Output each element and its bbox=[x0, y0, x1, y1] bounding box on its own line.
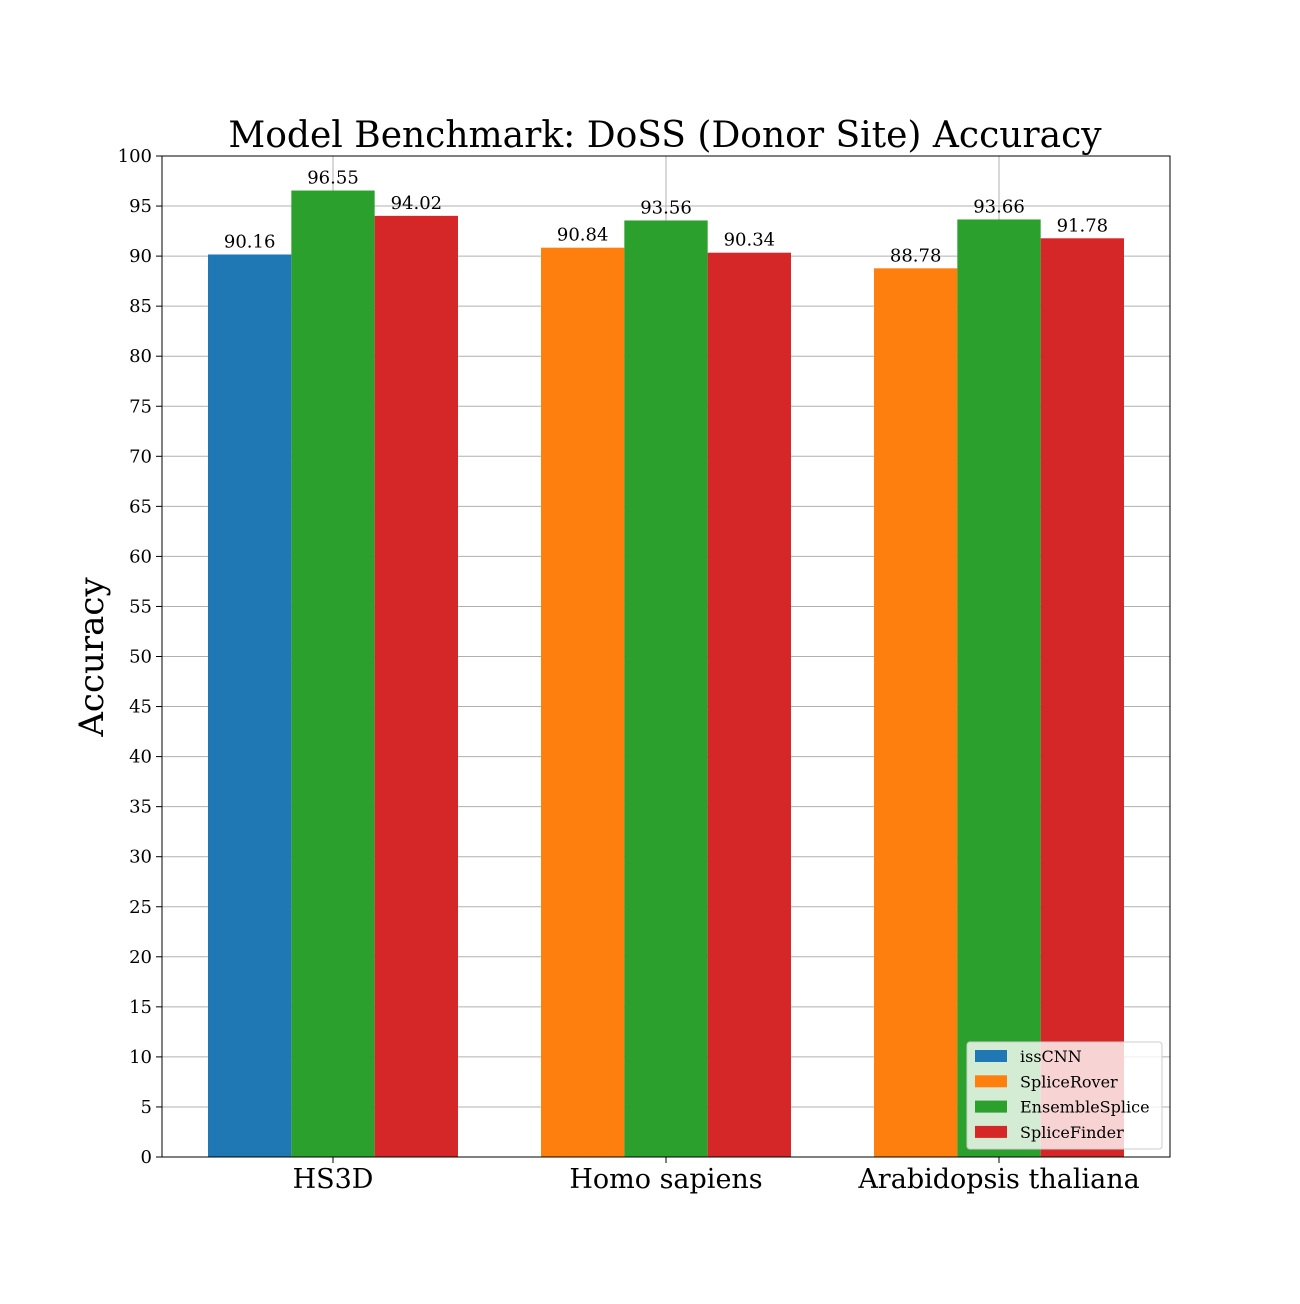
y-axis-label: Accuracy bbox=[72, 577, 112, 738]
bar bbox=[541, 247, 625, 1158]
bar bbox=[957, 219, 1041, 1158]
legend-swatch bbox=[975, 1050, 1007, 1062]
y-tick-label: 90 bbox=[129, 246, 152, 267]
legend-swatch bbox=[975, 1100, 1007, 1113]
y-tick-label: 60 bbox=[129, 546, 152, 567]
data-label: 91.78 bbox=[1057, 215, 1109, 236]
bar bbox=[208, 254, 292, 1157]
bar bbox=[1040, 238, 1124, 1157]
y-axis-ticks: 0 5 10 15 20 25 30 35 40 45 50 55 60 65 70 75 80 85 90 95 10… bbox=[118, 146, 162, 1168]
y-tick-label: 50 bbox=[129, 647, 152, 668]
y-tick-label: 0 bbox=[141, 1147, 152, 1168]
legend-label: SpliceRover bbox=[1020, 1072, 1118, 1091]
chart-title: Model Benchmark: DoSS (Donor Site) Accur… bbox=[228, 115, 1102, 156]
y-tick-label: 100 bbox=[118, 146, 152, 167]
legend: issCNN SpliceRover EnsembleSplice SpliceFin… bbox=[966, 1041, 1163, 1150]
y-tick-label: 35 bbox=[129, 797, 152, 818]
y-tick-label: 75 bbox=[129, 396, 152, 417]
legend-label: EnsembleSplice bbox=[1020, 1098, 1150, 1117]
data-label: 94.02 bbox=[391, 193, 443, 214]
y-tick-label: 70 bbox=[129, 446, 152, 467]
bar bbox=[291, 190, 375, 1158]
bar bbox=[374, 215, 458, 1157]
data-label: 90.16 bbox=[224, 231, 276, 252]
y-tick-label: 55 bbox=[129, 596, 152, 617]
x-tick-label: Arabidopsis thaliana bbox=[857, 1164, 1139, 1195]
y-tick-label: 5 bbox=[141, 1097, 152, 1118]
y-tick-label: 30 bbox=[129, 847, 152, 868]
y-tick-label: 65 bbox=[129, 496, 152, 517]
data-label: 93.66 bbox=[973, 196, 1025, 217]
y-tick-label: 15 bbox=[129, 997, 152, 1018]
data-label: 96.55 bbox=[307, 168, 359, 189]
x-tick-label: HS3D bbox=[293, 1164, 374, 1195]
y-tick-label: 40 bbox=[129, 747, 152, 768]
data-labels: 90.16 96.55 94.02 90.84 93.56 90.34 88.78 93.66… bbox=[224, 168, 1108, 267]
y-tick-label: 80 bbox=[129, 346, 152, 367]
legend-label: issCNN bbox=[1020, 1047, 1082, 1066]
data-label: 93.56 bbox=[640, 197, 692, 218]
data-label: 90.84 bbox=[557, 225, 609, 246]
legend-box bbox=[966, 1041, 1163, 1150]
y-tick-label: 20 bbox=[129, 947, 152, 968]
data-label: 88.78 bbox=[890, 245, 942, 266]
bar bbox=[624, 220, 708, 1157]
y-tick-label: 10 bbox=[129, 1047, 152, 1068]
y-tick-label: 25 bbox=[129, 897, 152, 918]
bars bbox=[208, 190, 1124, 1158]
bar bbox=[707, 252, 791, 1157]
bar bbox=[874, 268, 958, 1157]
legend-swatch bbox=[975, 1075, 1007, 1088]
data-label: 90.34 bbox=[724, 230, 776, 251]
y-tick-label: 95 bbox=[129, 196, 152, 217]
x-tick-label: Homo sapiens bbox=[569, 1164, 762, 1195]
legend-label: SpliceFinder bbox=[1020, 1123, 1124, 1142]
y-tick-label: 85 bbox=[129, 296, 152, 317]
y-tick-label: 45 bbox=[129, 697, 152, 718]
legend-swatch bbox=[975, 1125, 1007, 1138]
x-axis-ticks: HS3D Homo sapiens Arabidopsis thaliana bbox=[293, 1157, 1140, 1195]
